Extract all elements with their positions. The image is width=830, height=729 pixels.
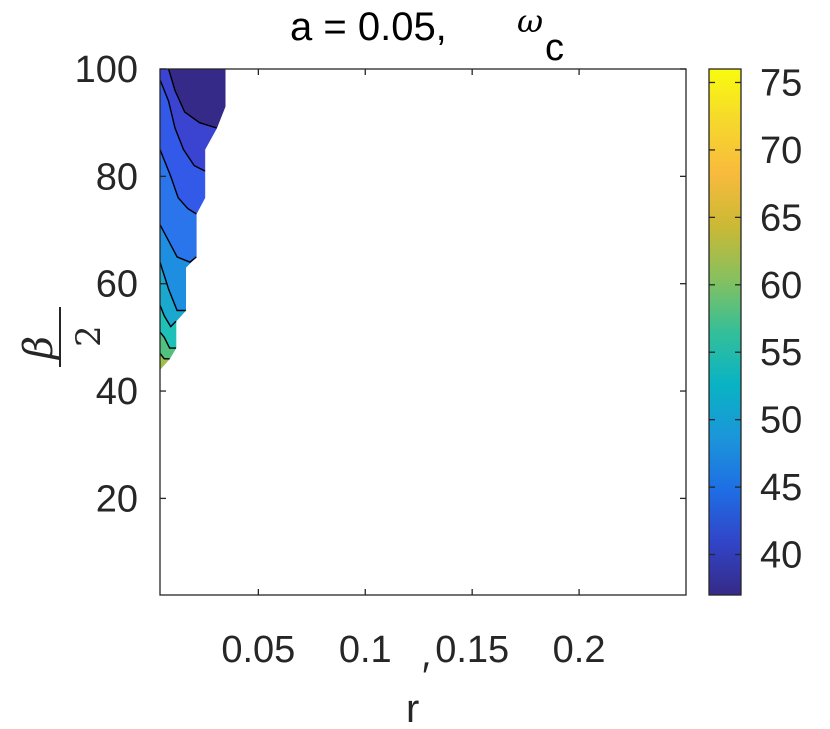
x-axis-label-main: r <box>406 687 419 729</box>
x-tick-label: 0.1 <box>339 629 392 671</box>
colorbar-tick-label: 60 <box>760 265 802 307</box>
colorbar-tick-label: 75 <box>760 62 802 104</box>
colorbar-tick-label: 45 <box>760 467 802 509</box>
x-tick-label: 0.15 <box>435 629 509 671</box>
x-axis-label: r ′ <box>406 655 430 729</box>
plot-frame <box>159 68 687 596</box>
colorbar-tick-label: 65 <box>760 197 802 239</box>
contour-line-4 <box>160 261 186 312</box>
title-prefix: a = 0.05, <box>290 5 447 49</box>
y-tick-label: 40 <box>96 371 138 413</box>
x-axis: 0.05 0.1 0.15 0.2 <box>221 69 606 671</box>
y-axis-label: β 2 <box>16 307 109 367</box>
y-tick-label: 20 <box>96 478 138 520</box>
y-tick-label: 80 <box>96 156 138 198</box>
contour-line-2 <box>160 149 197 215</box>
contour-line-6 <box>160 331 176 349</box>
x-tick-label: 0.05 <box>221 629 295 671</box>
y-tick-label: 100 <box>75 49 138 91</box>
contour-line-1 <box>160 79 206 172</box>
colorbar-tick-label: 40 <box>760 535 802 577</box>
y-axis: 20 40 60 80 100 <box>75 49 686 520</box>
y-axis-label-numerator: β <box>16 336 62 361</box>
contour-line-3 <box>160 224 197 264</box>
x-tick-label: 0.2 <box>553 629 606 671</box>
plot-area <box>160 69 686 595</box>
title-symbol: ω <box>517 2 543 40</box>
colorbar-tick-label: 55 <box>760 332 802 374</box>
colorbar-frame <box>708 68 742 596</box>
contour-lines <box>160 69 217 360</box>
colorbar-tick-label: 50 <box>760 400 802 442</box>
y-axis-label-denominator: 2 <box>69 325 109 347</box>
title-subscript: c <box>545 27 564 69</box>
contour-line-5 <box>160 304 177 328</box>
x-axis-label-prime: ′ <box>422 655 430 699</box>
y-tick-label: 60 <box>96 264 138 306</box>
chart-title: a = 0.05, ω c <box>290 2 564 69</box>
contour-line-7 <box>160 353 170 360</box>
colorbar-tick-label: 70 <box>760 130 802 172</box>
colorbar <box>709 69 741 595</box>
colorbar-axis: 40 45 50 55 60 65 70 75 <box>709 62 802 577</box>
contour-line-0 <box>167 69 217 129</box>
